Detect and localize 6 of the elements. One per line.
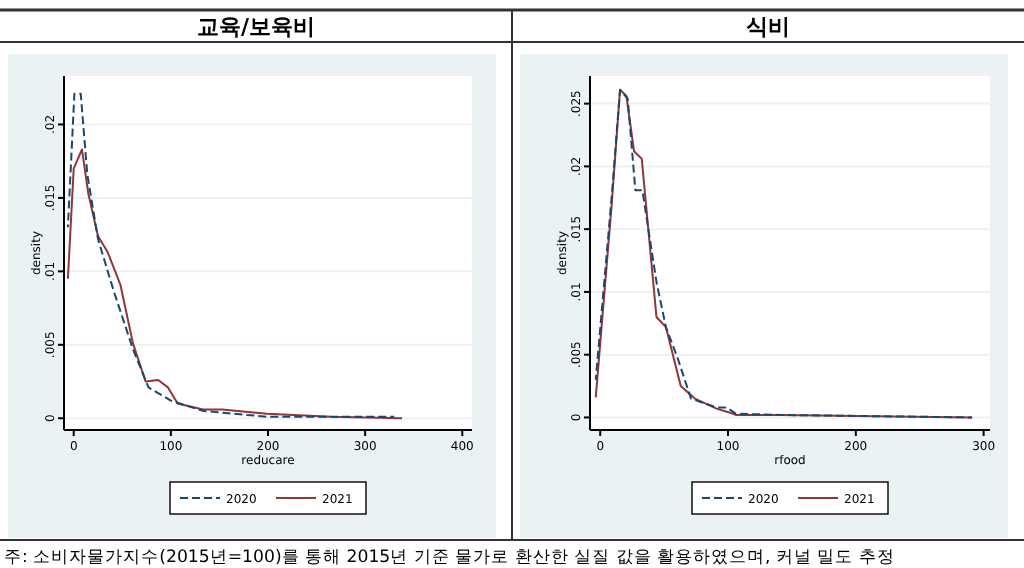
text: 주: 소비자물가지수(2015년=100)를 통해 2015년 기준 물가로 환산한 실질 값을 활용하였으며, 커널 밀도 추정 (4, 548, 895, 568)
line-series (594, 88, 974, 419)
line-series (66, 92, 396, 418)
chart-title: 식비 (746, 14, 790, 40)
line-series (66, 148, 404, 420)
chart-title: 교육/보육비 (196, 14, 316, 40)
